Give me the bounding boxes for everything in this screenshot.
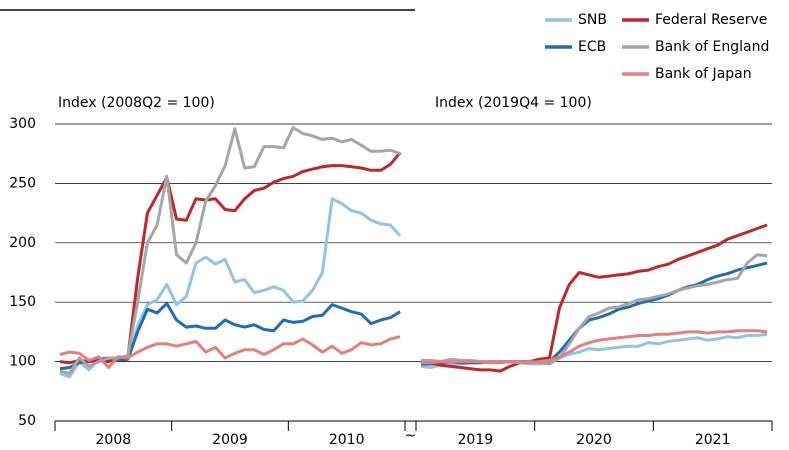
axis-break: ~ bbox=[405, 428, 417, 444]
series-line bbox=[420, 329, 768, 365]
x-tick-label: 2009 bbox=[212, 432, 248, 448]
series-line bbox=[59, 335, 401, 369]
legend-label: Federal Reserve bbox=[655, 12, 767, 28]
y-tick-label: 100 bbox=[9, 354, 36, 370]
annotation: Index (2019Q4 = 100) bbox=[435, 95, 592, 111]
y-tick-label: 200 bbox=[9, 235, 36, 251]
y-tick-label: 250 bbox=[9, 175, 36, 191]
legend-label: ECB bbox=[578, 39, 606, 55]
series-line bbox=[420, 223, 768, 373]
annotation: Index (2008Q2 = 100) bbox=[58, 95, 215, 111]
y-tick-label: 300 bbox=[9, 116, 36, 132]
x-tick-label: 2019 bbox=[458, 432, 494, 448]
x-tick-label: 2008 bbox=[96, 432, 132, 448]
series-line bbox=[59, 151, 402, 365]
x-tick-label: 2010 bbox=[329, 432, 365, 448]
x-tick-label: 2020 bbox=[576, 432, 612, 448]
series-line bbox=[59, 126, 401, 375]
y-tick-label: 150 bbox=[9, 294, 36, 310]
y-tick-label: 50 bbox=[18, 413, 36, 429]
legend-label: Bank of Japan bbox=[655, 66, 752, 82]
x-tick-label: 2021 bbox=[695, 432, 731, 448]
legend-label: Bank of England bbox=[655, 39, 769, 55]
legend-label: SNB bbox=[578, 12, 607, 28]
